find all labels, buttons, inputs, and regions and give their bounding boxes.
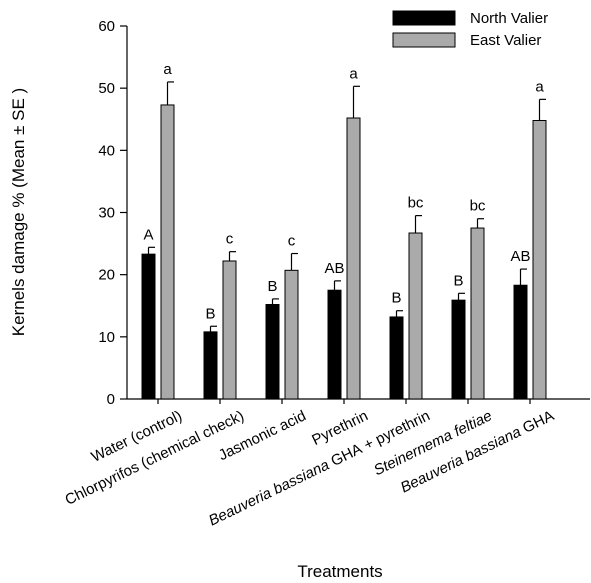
significance-letter: c — [288, 233, 296, 250]
significance-letter: AB — [324, 260, 344, 277]
y-ticks: 0 10 20 30 40 50 60 — [98, 18, 127, 408]
x-tick-label-italic: Beauveria bassiana — [206, 456, 332, 529]
y-axis-title: Kernels damage % (Mean ± SE ) — [9, 88, 28, 336]
x-tick-labels: Water (control)Chlorpyrifos (chemical ch… — [62, 399, 557, 530]
bar-north-1 — [203, 331, 218, 400]
bar-east-6 — [532, 119, 547, 400]
bar-east-4 — [408, 232, 423, 400]
bar-north-5 — [451, 299, 466, 400]
significance-letter: bc — [470, 198, 486, 215]
y-tick-label: 50 — [98, 80, 115, 97]
y-tick-label: 40 — [98, 142, 115, 159]
significance-letter: A — [143, 226, 153, 243]
bar-north-2 — [265, 304, 280, 400]
y-tick-label: 30 — [98, 205, 115, 222]
x-tick-label-plain: GHA — [516, 407, 556, 438]
significance-letter: B — [453, 272, 463, 289]
x-axis-title: Treatments — [297, 562, 382, 581]
bar-east-1 — [222, 260, 237, 400]
bar-east-3 — [346, 117, 361, 400]
bar-north-0 — [141, 253, 156, 400]
significance-letter: B — [205, 305, 215, 322]
legend-swatch-1 — [392, 32, 456, 48]
bar-east-5 — [470, 227, 485, 400]
significance-letter: c — [226, 231, 234, 248]
significance-letter: bc — [408, 195, 424, 212]
significance-letter: a — [535, 78, 544, 95]
bar-north-4 — [389, 316, 404, 400]
bar-north-3 — [327, 289, 342, 400]
significance-letter: B — [267, 278, 277, 295]
y-tick-label: 60 — [98, 18, 115, 35]
legend-label-1: East Valier — [470, 32, 541, 49]
y-tick-label: 20 — [98, 267, 115, 284]
significance-letter: B — [391, 290, 401, 307]
y-tick-label: 10 — [98, 329, 115, 346]
y-tick-label: 0 — [107, 391, 115, 408]
significance-letter: a — [349, 65, 358, 82]
legend-swatch-0 — [392, 10, 456, 26]
bar-east-2 — [284, 269, 299, 400]
legend: North Valier East Valier — [392, 10, 548, 49]
bar-north-6 — [513, 284, 528, 400]
bar-east-0 — [160, 104, 175, 400]
significance-letter: AB — [510, 248, 530, 265]
significance-letter: a — [163, 61, 172, 78]
legend-label-0: North Valier — [470, 10, 548, 27]
